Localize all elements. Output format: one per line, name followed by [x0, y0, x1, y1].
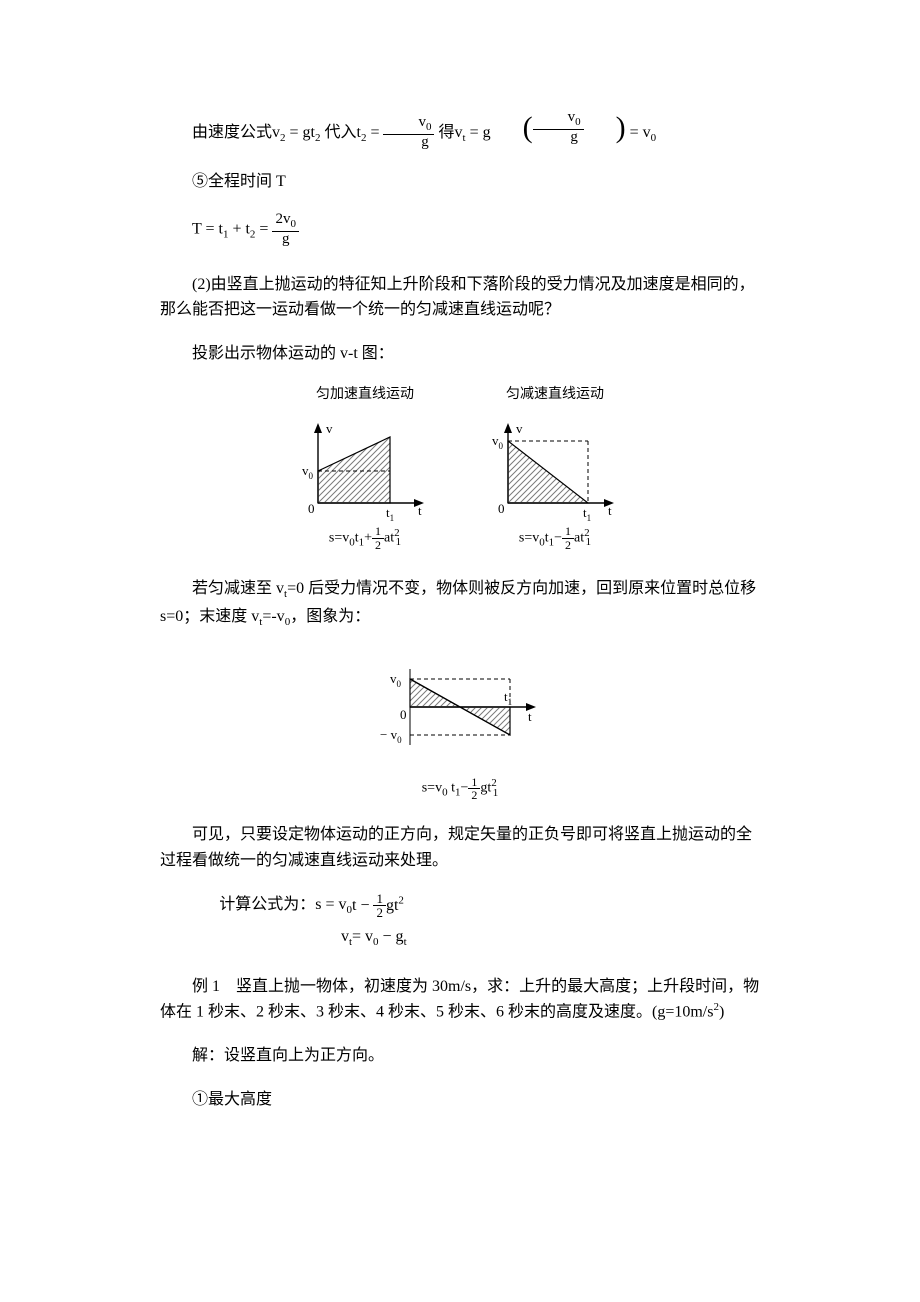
chart-title: 匀加速直线运动 — [290, 384, 440, 406]
d: g — [533, 130, 584, 146]
s: 0 — [290, 218, 296, 230]
svg-text:0: 0 — [308, 501, 315, 516]
c: s=v — [422, 781, 442, 796]
vt-charts-row: 匀加速直线运动 v t 0 v0 t1 s=v0t1+12at21 匀减速直线运… — [160, 384, 760, 551]
equation-total-time: T = t1 + t2 = 2v0g — [192, 212, 760, 247]
svg-text:0: 0 — [400, 707, 407, 722]
paragraph-total-time: ⑤全程时间 T — [160, 169, 760, 195]
svg-text:t1: t1 — [583, 505, 591, 521]
txt: v — [455, 124, 463, 141]
vt-accel-icon: v t 0 v0 t1 — [290, 411, 440, 521]
txt: = g — [466, 124, 491, 141]
txt: = — [255, 221, 272, 238]
chart-decel: 匀减速直线运动 v t 0 v0 t1 s=v0t1−12at21 — [480, 384, 630, 551]
t: v — [341, 928, 349, 945]
t: ，图象为： — [290, 608, 370, 625]
d: g — [383, 135, 434, 151]
d: 2 — [372, 539, 384, 552]
chart-caption: s=v0 t1−12gt21 — [370, 775, 550, 802]
t: =-v — [262, 608, 284, 625]
t: gt — [386, 896, 398, 913]
txt: = — [366, 124, 383, 141]
txt: 得 — [434, 124, 454, 141]
txt: T = t — [192, 221, 223, 238]
t: 若匀减速至 v — [192, 580, 284, 597]
c: at — [574, 530, 584, 545]
txt: = v — [626, 124, 651, 141]
chart-full-motion: v0 0 − v0 t1 t s=v0 t1−12gt21 — [160, 651, 760, 802]
t: t − — [352, 896, 373, 913]
txt: 代入 — [320, 124, 356, 141]
s: t — [404, 936, 407, 948]
svg-text:v0: v0 — [390, 671, 402, 689]
c: t — [448, 781, 455, 796]
d: 2 — [373, 906, 386, 920]
paragraph-question: (2)由竖直上抛运动的特征知上升阶段和下落阶段的受力情况及加速度是相同的，那么能… — [160, 272, 760, 323]
t: − g — [379, 928, 404, 945]
s: 2 — [398, 894, 404, 906]
svg-text:v: v — [326, 421, 333, 436]
svg-text:t: t — [418, 503, 422, 518]
c: s=v — [329, 530, 349, 545]
n: v — [418, 114, 426, 130]
s: 0 — [575, 116, 581, 128]
txt: 由速度公式 — [192, 124, 272, 141]
n: v — [568, 109, 576, 125]
chart-accel: 匀加速直线运动 v t 0 v0 t1 s=v0t1+12at21 — [290, 384, 440, 551]
n: 1 — [373, 892, 386, 907]
lbl: 计算公式为： — [219, 896, 315, 913]
t: 例 1 竖直上抛一物体，初速度为 30m/s，求：上升的最大高度；上升段时间，物… — [160, 978, 759, 1021]
n: 1 — [372, 525, 384, 539]
svg-text:v0: v0 — [492, 433, 504, 451]
paragraph-projection: 投影出示物体运动的 v-t 图： — [160, 341, 760, 367]
s: 0 — [651, 132, 657, 144]
c: 1 — [493, 787, 499, 799]
n: 1 — [562, 525, 574, 539]
n: 1 — [468, 776, 480, 790]
paragraph-if-decel: 若匀减速至 vt=0 后受力情况不变，物体则被反方向加速，回到原来位置时总位移 … — [160, 576, 760, 632]
svg-text:v: v — [516, 421, 523, 436]
c: at — [384, 530, 394, 545]
svg-text:v0: v0 — [302, 463, 314, 481]
svg-text:t: t — [608, 503, 612, 518]
d: g — [272, 232, 299, 248]
paragraph-solution: 解：设竖直向上为正方向。 — [160, 1043, 760, 1069]
c: + — [364, 530, 372, 545]
chart-title: 匀减速直线运动 — [480, 384, 630, 406]
c: 1 — [586, 536, 592, 548]
c: 1 — [396, 536, 402, 548]
paragraph-example1: 例 1 竖直上抛一物体，初速度为 30m/s，求：上升的最大高度；上升段时间，物… — [160, 974, 760, 1026]
rparen-icon: ) — [584, 113, 626, 143]
txt: + t — [228, 221, 249, 238]
d: 2 — [468, 789, 480, 802]
chart-caption: s=v0t1−12at21 — [480, 525, 630, 552]
n: 2v — [275, 211, 290, 227]
c: s=v — [519, 530, 539, 545]
lparen-icon: ( — [491, 113, 533, 143]
d: 2 — [562, 539, 574, 552]
paragraph-max-height: ①最大高度 — [160, 1087, 760, 1113]
svg-text:t: t — [528, 709, 532, 724]
c: gt — [480, 781, 491, 796]
t: s = v — [315, 896, 346, 913]
t: ) — [719, 1004, 724, 1021]
equation-formulas: 计算公式为：s = v0 t − 12gt2 vt = v0 − gt — [192, 892, 760, 952]
svg-text:t1: t1 — [504, 689, 512, 707]
svg-text:t1: t1 — [386, 505, 394, 521]
chart-caption: s=v0t1+12at21 — [290, 525, 440, 552]
svg-text:− v0: − v0 — [380, 727, 402, 745]
c: − — [554, 530, 562, 545]
vt-decel-icon: v t 0 v0 t1 — [480, 411, 630, 521]
s: 0 — [426, 121, 432, 133]
c: − — [460, 781, 468, 796]
txt: = gt — [286, 124, 315, 141]
equation-velocity: 由速度公式v2 = gt2 代入t2 = v0g 得vt = g(v0g) = … — [160, 110, 760, 151]
txt: v — [272, 124, 280, 141]
vt-full-icon: v0 0 − v0 t1 t — [370, 651, 550, 771]
t: = v — [352, 928, 373, 945]
svg-text:0: 0 — [498, 501, 505, 516]
paragraph-conclusion: 可见，只要设定物体运动的正方向，规定矢量的正负号即可将竖直上抛运动的全过程看做统… — [160, 822, 760, 873]
